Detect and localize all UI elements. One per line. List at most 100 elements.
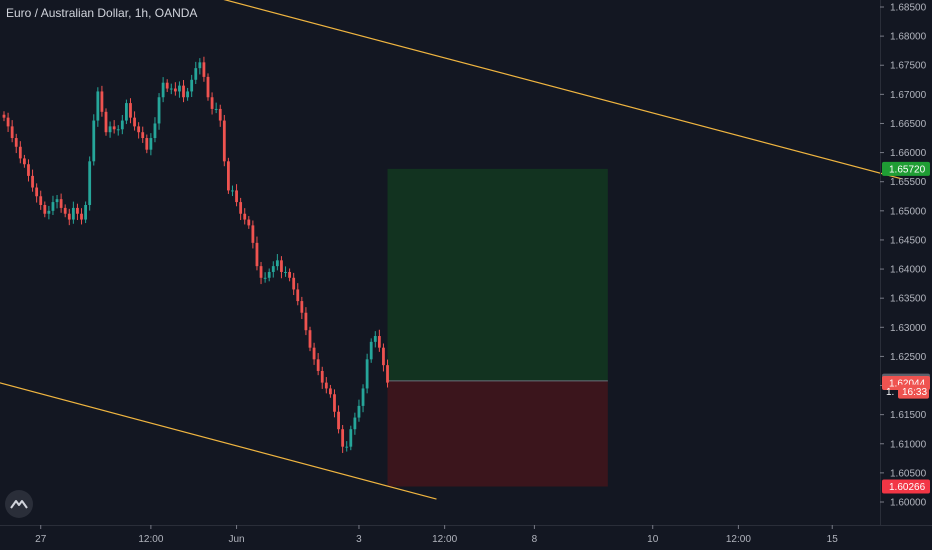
candle-body <box>373 336 377 342</box>
candles-group <box>2 56 389 453</box>
candle-body <box>18 146 22 159</box>
price-tick-label: 1.67500 <box>890 61 927 72</box>
candle-body <box>169 88 173 90</box>
candle-body <box>239 202 243 214</box>
candle-body <box>357 405 361 418</box>
candle-body <box>202 62 206 77</box>
candle-body <box>296 289 300 302</box>
candle-body <box>129 103 132 118</box>
price-tick-label: 1.65500 <box>890 177 927 188</box>
candle-body <box>333 394 336 412</box>
price-badge-label: 1.60266 <box>889 482 926 493</box>
price-tick-label: 1.68000 <box>890 32 927 43</box>
candle-body <box>63 207 67 214</box>
candle-body <box>55 199 59 203</box>
candle-body <box>304 312 308 331</box>
candle-body <box>35 187 39 197</box>
candle-body <box>345 446 349 448</box>
candle-body <box>275 260 279 267</box>
candle-body <box>137 126 141 133</box>
candle-body <box>353 417 357 430</box>
candle-body <box>365 359 369 389</box>
candle-body <box>71 207 75 220</box>
candle-body <box>173 88 177 92</box>
loss-zone[interactable] <box>387 380 608 487</box>
candle-body <box>10 126 14 139</box>
candle-body <box>51 202 55 211</box>
candle-body <box>235 190 238 203</box>
price-badge-label: 1.65720 <box>889 164 926 175</box>
profit-zone[interactable] <box>387 168 608 381</box>
candle-body <box>2 114 6 118</box>
candle-body <box>100 91 104 112</box>
candle-body <box>288 271 291 278</box>
candle-body <box>43 204 47 214</box>
candle-body <box>76 207 79 214</box>
candle-body <box>190 79 194 92</box>
time-tick-label: 15 <box>827 534 839 545</box>
candle-body <box>108 126 112 133</box>
price-tick-label: 1.64500 <box>890 235 927 246</box>
position-zones[interactable] <box>387 168 608 487</box>
candle-body <box>222 120 226 162</box>
candle-body <box>267 271 271 278</box>
time-tick-label: 12:00 <box>432 534 457 545</box>
candle-body <box>31 175 34 188</box>
candle-body <box>251 225 255 243</box>
candle-body <box>157 97 161 124</box>
candle-body <box>92 120 96 162</box>
candle-body <box>116 129 120 131</box>
time-tick-label: 8 <box>532 534 538 545</box>
countdown-badge-label: 16:33 <box>902 387 927 398</box>
trendlines-group[interactable] <box>0 0 902 500</box>
price-tick-label: 1.60000 <box>890 497 927 508</box>
candle-body <box>47 210 51 214</box>
price-tick-label: 1.64000 <box>890 265 927 276</box>
candle-body <box>112 126 116 130</box>
time-tick-label: Jun <box>228 534 244 545</box>
upper-trendline[interactable] <box>0 0 902 180</box>
candle-body <box>320 370 324 383</box>
price-badge-prefix: 1. <box>886 387 894 398</box>
candle-body <box>284 271 287 273</box>
candle-body <box>194 68 198 80</box>
candle-body <box>292 277 296 290</box>
candle-body <box>125 103 128 121</box>
price-badge-label: 1.62044 <box>889 378 926 389</box>
candle-body <box>300 301 304 313</box>
candle-body <box>316 359 320 371</box>
candle-body <box>80 213 83 220</box>
candle-body <box>247 219 251 226</box>
candle-body <box>186 91 189 98</box>
price-tick-label: 1.61500 <box>890 410 927 421</box>
candle-body <box>255 242 259 267</box>
candle-body <box>214 108 218 110</box>
candle-body <box>104 111 108 133</box>
time-axis[interactable]: 27 12:00 Jun 3 12:00 8 10 12:00 15 <box>35 525 838 545</box>
candle-body <box>218 108 222 121</box>
tradingview-logo-icon[interactable] <box>5 490 33 518</box>
time-tick-label: 12:00 <box>726 534 751 545</box>
candle-body <box>349 429 353 447</box>
price-tick-label: 1.68500 <box>890 3 927 14</box>
candle-body <box>165 82 169 89</box>
candle-body <box>377 336 381 348</box>
time-tick-label: 12:00 <box>138 534 163 545</box>
candle-body <box>280 260 283 272</box>
price-badge <box>882 161 930 176</box>
candle-body <box>149 138 153 150</box>
candle-body <box>120 120 124 130</box>
candle-body <box>361 388 365 406</box>
candle-body <box>382 347 385 366</box>
candle-body <box>259 266 263 278</box>
candle-body <box>243 213 247 220</box>
candle-body <box>198 62 202 69</box>
lower-trendline[interactable] <box>0 371 437 500</box>
candle-body <box>14 138 18 147</box>
price-tick-label: 1.61000 <box>890 439 927 450</box>
candle-body <box>308 330 312 348</box>
chart-title: Euro / Australian Dollar, 1h, OANDA <box>6 6 198 20</box>
